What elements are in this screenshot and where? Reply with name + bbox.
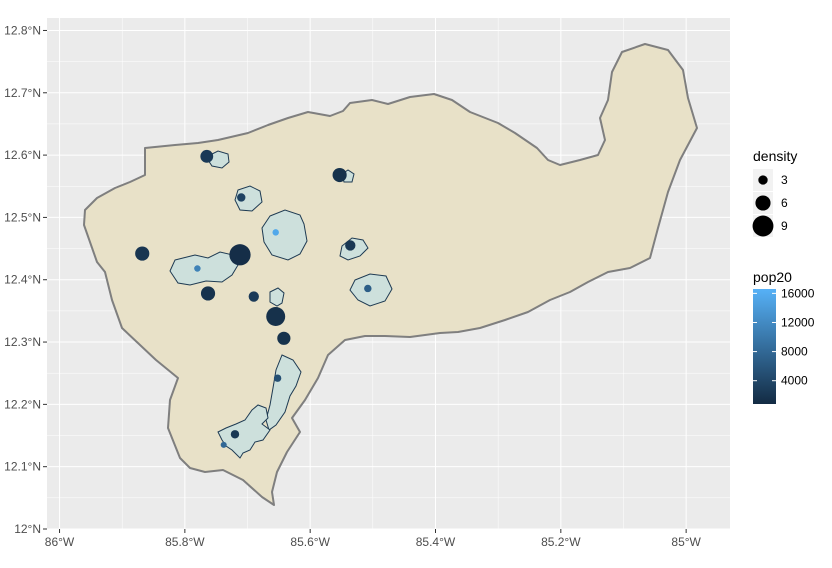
city-point	[266, 307, 286, 326]
city-point	[272, 229, 279, 236]
city-point	[220, 441, 227, 448]
city-point	[248, 291, 259, 302]
x-tick-label: 85.6°W	[290, 535, 330, 549]
x-tick-label: 86°W	[45, 535, 75, 549]
x-tick-label: 85.8°W	[165, 535, 205, 549]
x-tick-label: 85.4°W	[416, 535, 456, 549]
y-tick-label: 12.3°N	[4, 335, 41, 349]
city-points	[135, 149, 372, 448]
urban-area	[261, 209, 308, 261]
y-axis: 12°N 12.1°N 12.2°N 12.3°N 12.4°N 12.5°N 12.6°N…	[4, 23, 47, 536]
city-point	[200, 149, 214, 163]
pop20-legend: 4000 8000 12000 16000	[753, 286, 815, 388]
density-legend-label: 9	[781, 219, 788, 233]
density-legend-title: density	[753, 148, 797, 164]
pop20-legend-title: pop20	[753, 269, 792, 285]
legend: density 3 6 9 pop20 4000 8000 12000 16000	[752, 148, 815, 404]
y-tick-label: 12.2°N	[4, 397, 41, 411]
x-tick-label: 85.2°W	[541, 535, 581, 549]
y-tick-label: 12.4°N	[4, 273, 41, 287]
department-region	[83, 43, 698, 506]
density-legend-label: 6	[781, 196, 788, 210]
y-tick-label: 12.7°N	[4, 86, 41, 100]
density-legend-label: 3	[781, 173, 788, 187]
city-point	[194, 265, 201, 272]
urban-area	[265, 354, 302, 431]
pop20-colorbar	[753, 289, 776, 404]
y-tick-label: 12°N	[14, 522, 41, 536]
y-tick-label: 12.1°N	[4, 460, 41, 474]
city-point	[277, 331, 291, 345]
pop20-legend-label: 8000	[781, 345, 808, 359]
urban-area	[269, 287, 285, 307]
city-point	[200, 286, 216, 301]
city-point	[230, 430, 240, 439]
pop20-legend-label: 4000	[781, 374, 808, 388]
city-point	[332, 167, 347, 183]
x-axis: 86°W 85.8°W 85.6°W 85.4°W 85.2°W 85°W	[45, 529, 702, 549]
city-point	[364, 284, 372, 293]
y-tick-label: 12.5°N	[4, 210, 41, 224]
urban-area	[234, 185, 263, 212]
urban-area	[217, 404, 271, 459]
x-tick-label: 85°W	[671, 535, 701, 549]
pop20-legend-label: 12000	[781, 315, 815, 329]
density-legend-key	[755, 195, 771, 211]
y-tick-label: 12.8°N	[4, 23, 41, 37]
urban-area	[169, 251, 239, 286]
city-point	[237, 193, 246, 202]
city-point	[135, 246, 150, 261]
density-legend: 3 6 9	[752, 169, 788, 237]
y-tick-label: 12.6°N	[4, 148, 41, 162]
density-legend-key	[752, 215, 774, 237]
city-point	[273, 374, 282, 382]
city-point	[345, 240, 356, 251]
density-legend-key	[758, 175, 768, 185]
city-point	[229, 244, 251, 266]
pop20-legend-label: 16000	[781, 286, 815, 300]
